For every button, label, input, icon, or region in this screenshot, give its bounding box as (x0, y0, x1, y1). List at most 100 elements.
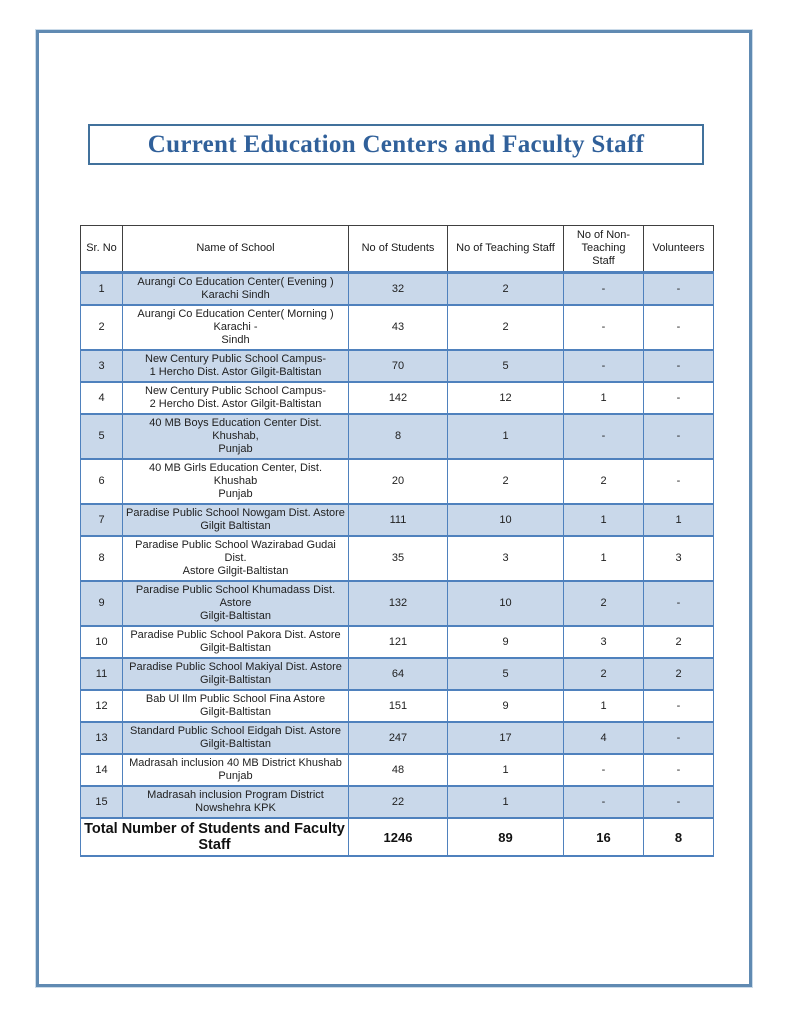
non-teaching-staff-cell: 2 (563, 458, 644, 505)
school-name-cell: Aurangi Co Education Center( Morning ) K… (122, 304, 349, 351)
table-row: 10 Paradise Public School Pakora Dist. As… (80, 625, 714, 659)
table-row: 3 New Century Public School Campus- 1 Her… (80, 349, 714, 383)
teaching-staff-cell: 1 (447, 413, 564, 460)
volunteers-cell: - (643, 785, 714, 819)
teaching-staff-cell: 17 (447, 721, 564, 755)
table-row: 12 Bab Ul Ilm Public School Fina Astore G… (80, 689, 714, 723)
non-teaching-staff-cell: - (563, 785, 644, 819)
table-row: 9 Paradise Public School Khumadass Dist. … (80, 580, 714, 627)
students-cell: 32 (348, 271, 448, 306)
column-header: No of Non- Teaching Staff (563, 225, 644, 274)
table-header: Sr. No Name of School No of Students No of … (80, 225, 714, 274)
non-teaching-staff-cell: - (563, 304, 644, 351)
total-volunteers: 8 (643, 817, 714, 857)
students-cell: 35 (348, 535, 448, 582)
total-teaching-staff: 89 (447, 817, 564, 857)
teaching-staff-cell: 5 (447, 349, 564, 383)
school-name-cell: Paradise Public School Pakora Dist. Asto… (122, 625, 349, 659)
volunteers-cell: 2 (643, 657, 714, 691)
teaching-staff-cell: 2 (447, 271, 564, 306)
volunteers-cell: - (643, 458, 714, 505)
volunteers-cell: - (643, 271, 714, 306)
volunteers-cell: 2 (643, 625, 714, 659)
teaching-staff-cell: 3 (447, 535, 564, 582)
students-cell: 111 (348, 503, 448, 537)
students-cell: 8 (348, 413, 448, 460)
teaching-staff-cell: 12 (447, 381, 564, 415)
school-name-cell: 40 MB Girls Education Center, Dist. Khus… (122, 458, 349, 505)
teaching-staff-cell: 2 (447, 304, 564, 351)
total-row: Total Number of Students and Faculty Sta… (80, 817, 714, 857)
students-cell: 64 (348, 657, 448, 691)
teaching-staff-cell: 9 (447, 625, 564, 659)
non-teaching-staff-cell: - (563, 413, 644, 460)
school-name-cell: Paradise Public School Nowgam Dist. Asto… (122, 503, 349, 537)
volunteers-cell: - (643, 753, 714, 787)
sr-no-cell: 11 (80, 657, 123, 691)
students-cell: 121 (348, 625, 448, 659)
non-teaching-staff-cell: - (563, 753, 644, 787)
teaching-staff-cell: 5 (447, 657, 564, 691)
column-header: Sr. No (80, 225, 123, 274)
table-row: 1 Aurangi Co Education Center( Evening ) … (80, 271, 714, 306)
table-row: 7 Paradise Public School Nowgam Dist. Ast… (80, 503, 714, 537)
column-header: Name of School (122, 225, 349, 274)
students-cell: 20 (348, 458, 448, 505)
page-title: Current Education Centers and Faculty St… (147, 130, 645, 158)
sr-no-cell: 3 (80, 349, 123, 383)
table-row: 6 40 MB Girls Education Center, Dist. Khu… (80, 458, 714, 505)
column-header: Volunteers (643, 225, 714, 274)
students-cell: 142 (348, 381, 448, 415)
volunteers-cell: - (643, 304, 714, 351)
teaching-staff-cell: 1 (447, 753, 564, 787)
non-teaching-staff-cell: - (563, 349, 644, 383)
sr-no-cell: 7 (80, 503, 123, 537)
sr-no-cell: 14 (80, 753, 123, 787)
students-cell: 70 (348, 349, 448, 383)
sr-no-cell: 1 (80, 271, 123, 306)
non-teaching-staff-cell: - (563, 271, 644, 306)
volunteers-cell: - (643, 349, 714, 383)
school-name-cell: Madrasah inclusion 40 MB District Khusha… (122, 753, 349, 787)
sr-no-cell: 13 (80, 721, 123, 755)
non-teaching-staff-cell: 1 (563, 503, 644, 537)
sr-no-cell: 8 (80, 535, 123, 582)
sr-no-cell: 15 (80, 785, 123, 819)
teaching-staff-cell: 2 (447, 458, 564, 505)
header-row: Sr. No Name of School No of Students No of … (80, 225, 714, 274)
table-footer: Total Number of Students and Faculty Sta… (80, 817, 714, 857)
sr-no-cell: 2 (80, 304, 123, 351)
non-teaching-staff-cell: 1 (563, 689, 644, 723)
volunteers-cell: - (643, 721, 714, 755)
table-row: 15 Madrasah inclusion Program District No… (80, 785, 714, 819)
table-row: 14 Madrasah inclusion 40 MB District Khus… (80, 753, 714, 787)
school-name-cell: 40 MB Boys Education Center Dist. Khusha… (122, 413, 349, 460)
school-name-cell: Aurangi Co Education Center( Evening ) K… (122, 271, 349, 306)
non-teaching-staff-cell: 3 (563, 625, 644, 659)
non-teaching-staff-cell: 2 (563, 580, 644, 627)
school-name-cell: New Century Public School Campus- 1 Herc… (122, 349, 349, 383)
non-teaching-staff-cell: 4 (563, 721, 644, 755)
sr-no-cell: 10 (80, 625, 123, 659)
school-name-cell: Standard Public School Eidgah Dist. Asto… (122, 721, 349, 755)
title-box: Current Education Centers and Faculty St… (88, 124, 704, 165)
education-centers-table: Sr. No Name of School No of Students No of … (80, 225, 714, 857)
students-cell: 22 (348, 785, 448, 819)
total-non-teaching-staff: 16 (563, 817, 644, 857)
students-cell: 247 (348, 721, 448, 755)
sr-no-cell: 5 (80, 413, 123, 460)
school-name-cell: Paradise Public School Makiyal Dist. Ast… (122, 657, 349, 691)
teaching-staff-cell: 1 (447, 785, 564, 819)
volunteers-cell: - (643, 413, 714, 460)
students-cell: 151 (348, 689, 448, 723)
total-students: 1246 (348, 817, 448, 857)
sr-no-cell: 12 (80, 689, 123, 723)
sr-no-cell: 4 (80, 381, 123, 415)
teaching-staff-cell: 10 (447, 580, 564, 627)
table-row: 8 Paradise Public School Wazirabad Gudai … (80, 535, 714, 582)
school-name-cell: New Century Public School Campus- 2 Herc… (122, 381, 349, 415)
volunteers-cell: - (643, 580, 714, 627)
column-header: No of Teaching Staff (447, 225, 564, 274)
table-row: 2 Aurangi Co Education Center( Morning ) … (80, 304, 714, 351)
